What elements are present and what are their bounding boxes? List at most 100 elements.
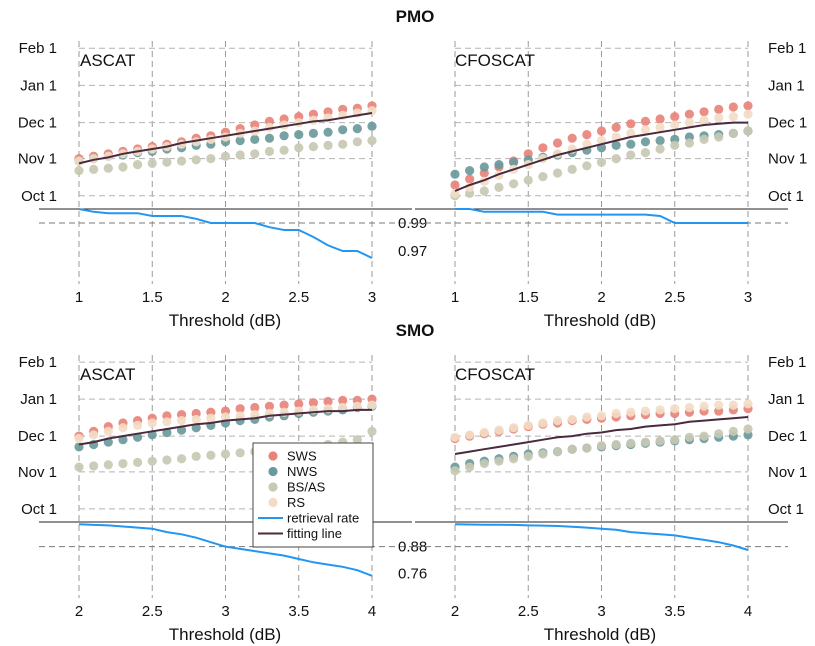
point-sws: [582, 130, 592, 140]
point-nws: [323, 127, 333, 137]
y-tick-label: Jan 1: [768, 391, 805, 408]
panel-label-smo-cfoscat: CFOSCAT: [455, 365, 535, 384]
point-sws: [567, 133, 577, 143]
x-tick-label: 4: [744, 603, 752, 620]
point-rs: [582, 412, 592, 422]
fitting-line: [78, 112, 373, 165]
point-rs: [670, 404, 680, 414]
point-rs: [684, 118, 695, 128]
y-tick-label: Dec 1: [768, 428, 807, 445]
point-rs: [655, 122, 665, 132]
point-rs: [508, 423, 519, 433]
point-rs: [728, 400, 738, 410]
y-tick-label: Feb 1: [19, 354, 57, 371]
point-rs: [450, 432, 460, 442]
point-nws: [250, 134, 260, 144]
rate-tick-label: 0.76: [398, 566, 427, 583]
point-nws: [655, 136, 665, 146]
point-bsas: [103, 460, 113, 470]
point-rs: [479, 427, 489, 438]
point-nws: [294, 130, 304, 140]
point-rs: [465, 430, 475, 440]
point-sws: [670, 112, 680, 122]
point-sws: [338, 395, 348, 405]
y-tick-label: Jan 1: [768, 77, 805, 94]
point-rs: [74, 433, 84, 444]
point-nws: [450, 169, 460, 179]
point-rs: [611, 408, 621, 419]
section-title-smo: SMO: [396, 321, 435, 340]
point-rs: [743, 109, 753, 119]
point-sws: [743, 101, 753, 111]
rate-tick-label: 0.99: [398, 215, 427, 232]
point-bsas: [611, 154, 621, 164]
point-bsas: [147, 158, 157, 168]
point-bsas: [523, 451, 533, 461]
point-rs: [162, 417, 172, 427]
point-bsas: [655, 436, 665, 446]
point-bsas: [567, 444, 577, 454]
point-bsas: [743, 424, 753, 434]
point-bsas: [582, 161, 592, 171]
point-bsas: [191, 155, 201, 165]
point-rs: [494, 425, 504, 435]
point-bsas: [699, 431, 709, 441]
point-rs: [367, 400, 377, 410]
point-rs: [670, 120, 680, 130]
point-bsas: [89, 461, 99, 471]
y-tick-label: Jan 1: [20, 391, 57, 408]
x-tick-label: 2: [221, 289, 229, 306]
retrieval-rate-line: [78, 208, 373, 259]
point-bsas: [743, 126, 753, 136]
point-rs: [235, 411, 245, 421]
point-bsas: [714, 429, 724, 439]
point-rs: [338, 402, 348, 413]
point-rs: [640, 125, 651, 135]
point-bsas: [582, 443, 592, 453]
point-sws: [294, 399, 304, 409]
point-rs: [220, 412, 231, 422]
point-bsas: [323, 140, 333, 150]
point-bsas: [338, 139, 348, 149]
x-tick-label: 3: [597, 603, 605, 620]
point-nws: [465, 166, 475, 176]
x-tick-label: 1: [451, 289, 459, 306]
y-tick-label: Nov 1: [18, 464, 57, 481]
x-tick-label: 2: [75, 603, 83, 620]
legend-label: retrieval rate: [287, 511, 359, 526]
x-tick-label: 2.5: [142, 603, 163, 620]
y-tick-label: Oct 1: [768, 501, 804, 518]
legend-label: SWS: [287, 449, 317, 464]
x-tick-label: 2: [451, 603, 459, 620]
point-bsas: [655, 144, 665, 154]
point-rs: [626, 407, 636, 417]
retrieval-rate-line: [454, 523, 749, 551]
point-bsas: [235, 448, 245, 458]
legend-marker: [268, 482, 278, 492]
point-bsas: [367, 426, 377, 436]
point-bsas: [465, 462, 475, 472]
point-bsas: [74, 462, 84, 472]
point-bsas: [596, 157, 607, 167]
legend-marker: [268, 497, 278, 508]
point-bsas: [133, 160, 143, 170]
point-sws: [450, 180, 460, 190]
point-bsas: [640, 148, 651, 158]
point-sws: [728, 102, 738, 112]
point-rs: [699, 401, 709, 411]
point-bsas: [684, 432, 695, 442]
y-tick-label: Dec 1: [18, 428, 57, 445]
panel-label-pmo-cfoscat: CFOSCAT: [455, 51, 535, 70]
point-bsas: [494, 182, 504, 192]
point-rs: [74, 156, 84, 166]
panel-pmo-cfoscat: Oct 1 Nov 1 Dec 1 Jan 1 Feb 1 1 1.5 2 2.5 3: [415, 40, 807, 306]
panel-pmo-ascat: Oct 1 Nov 1 Dec 1 Jan 1 Feb 1 0.97 0.99 1 1.5 2 2.…: [18, 40, 427, 306]
point-nws: [308, 128, 318, 138]
point-bsas: [684, 138, 695, 148]
point-nws: [494, 160, 504, 170]
xlabel-smo-cfoscat: Threshold (dB): [544, 625, 656, 644]
point-rs: [699, 115, 709, 125]
point-rs: [352, 401, 362, 411]
point-bsas: [294, 143, 304, 153]
